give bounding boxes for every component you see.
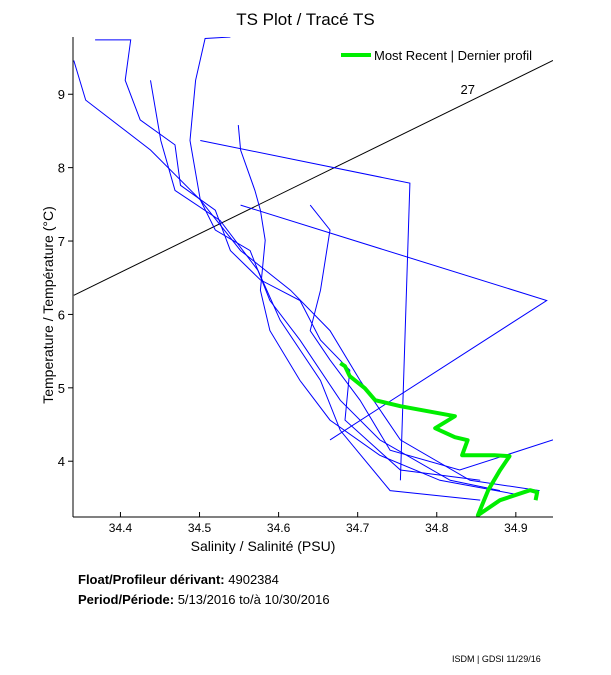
period-sep: to/à bbox=[239, 592, 261, 607]
most-recent-profile bbox=[339, 361, 540, 517]
x-tick-label: 34.4 bbox=[109, 521, 133, 535]
float-info: Float/Profileur dérivant: 4902384 bbox=[78, 572, 279, 587]
y-tick-label: 7 bbox=[58, 234, 65, 249]
profile-line-2 bbox=[189, 37, 501, 492]
profile-line-4 bbox=[240, 204, 548, 441]
x-tick-label: 34.5 bbox=[188, 521, 212, 535]
period-info: Period/Période: 5/13/2016 to/à 10/30/201… bbox=[78, 592, 330, 607]
profile-line-1 bbox=[73, 60, 540, 492]
float-id: 4902384 bbox=[228, 572, 279, 587]
y-tick-label: 6 bbox=[58, 307, 65, 322]
legend-label: Most Recent | Dernier profil bbox=[374, 48, 532, 63]
x-tick-label: 34.6 bbox=[267, 521, 291, 535]
profile-line-8 bbox=[150, 80, 481, 501]
float-label: Float/Profileur dérivant: bbox=[78, 572, 225, 587]
x-tick-label: 34.8 bbox=[425, 521, 449, 535]
period-start: 5/13/2016 bbox=[177, 592, 236, 607]
x-axis-label: Salinity / Salinité (PSU) bbox=[191, 538, 336, 554]
footer-credit: ISDM | GDSI 11/29/16 bbox=[452, 654, 541, 664]
profile-line-7 bbox=[309, 204, 553, 471]
y-axis-label: Temperature / Température (°C) bbox=[40, 206, 56, 404]
y-tick-label: 5 bbox=[58, 381, 65, 396]
profile-line-5 bbox=[95, 39, 481, 481]
y-tick-label: 4 bbox=[58, 454, 65, 469]
profile-line-3 bbox=[200, 140, 411, 481]
x-tick-label: 34.9 bbox=[504, 521, 528, 535]
x-tick-label: 34.7 bbox=[346, 521, 370, 535]
period-end: 10/30/2016 bbox=[264, 592, 330, 607]
profile-line-6 bbox=[237, 125, 520, 496]
isopycnal-line bbox=[73, 60, 553, 296]
y-tick-label: 9 bbox=[58, 87, 65, 102]
period-label: Period/Période: bbox=[78, 592, 175, 607]
y-tick-label: 8 bbox=[58, 161, 65, 176]
chart-title: TS Plot / Tracé TS bbox=[236, 10, 375, 29]
isopycnal-label: 27 bbox=[460, 82, 474, 97]
